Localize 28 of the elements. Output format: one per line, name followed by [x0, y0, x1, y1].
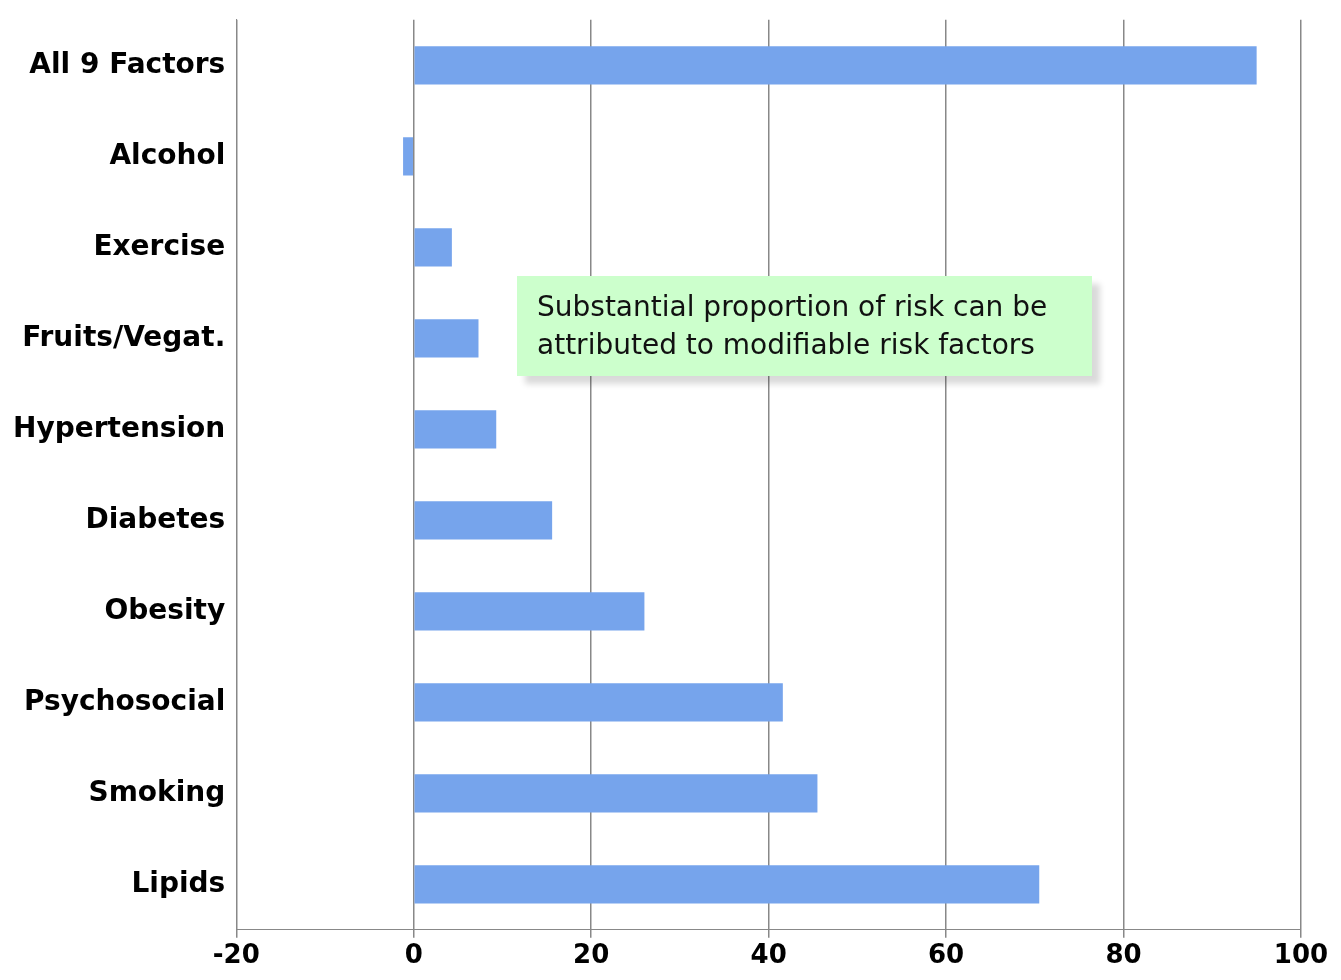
- x-tick-label: 80: [1105, 939, 1142, 970]
- y-tick-label: Alcohol: [109, 137, 226, 171]
- y-tick-label: Diabetes: [85, 501, 226, 535]
- x-tick-label: -20: [212, 939, 260, 970]
- y-tick-label: Lipids: [131, 865, 226, 899]
- y-tick-label: All 9 Factors: [29, 46, 226, 80]
- bar: [414, 865, 1040, 904]
- x-tick-label: 20: [573, 939, 610, 970]
- y-tick-label: Exercise: [93, 228, 226, 262]
- y-tick-label: Psychosocial: [23, 683, 226, 717]
- y-tick-label: Fruits/Vegat.: [22, 319, 226, 353]
- bar: [414, 592, 645, 631]
- x-tick-label: 60: [928, 939, 965, 970]
- annotation: Substantial proportion of risk can be attributed to modifiable risk factors: [517, 276, 1092, 376]
- x-tick-label: 0: [404, 939, 423, 970]
- bar: [403, 137, 413, 176]
- x-tick-label: 40: [750, 939, 787, 970]
- x-tick-label: 100: [1273, 939, 1329, 970]
- bar: [414, 319, 479, 358]
- bar: [414, 46, 1257, 85]
- y-tick-label: Obesity: [104, 592, 226, 626]
- bar: [414, 683, 783, 722]
- y-tick-label: Hypertension: [12, 410, 226, 444]
- bar: [414, 228, 452, 267]
- bar: [414, 501, 553, 540]
- bar: [414, 774, 818, 813]
- bar: [414, 410, 497, 449]
- y-tick-label: Smoking: [88, 774, 226, 808]
